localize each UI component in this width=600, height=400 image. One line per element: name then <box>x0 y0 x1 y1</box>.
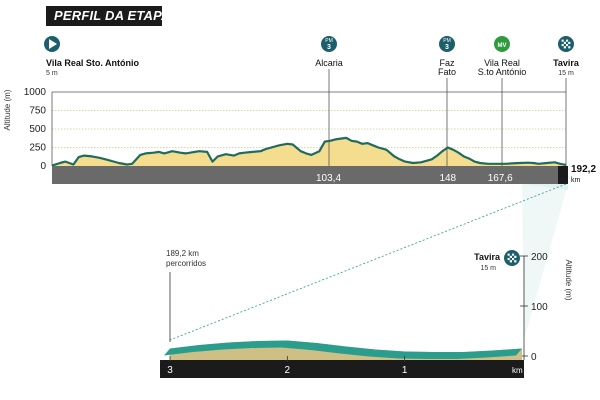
main-y-tick-label: 500 <box>29 124 46 135</box>
checker-cell <box>507 253 510 256</box>
checker-cell <box>509 255 512 258</box>
checker-cell <box>568 46 571 49</box>
checker-cell <box>514 255 517 258</box>
main-x-label: 103,4 <box>316 173 341 184</box>
zoom-marker-finish-sub: 15 m <box>480 265 496 272</box>
checker-cell <box>509 258 512 261</box>
main-y-tick-label: 750 <box>29 106 46 117</box>
checker-cell <box>561 39 564 42</box>
zoom-profile-surface <box>164 340 522 359</box>
checker-cell <box>514 253 517 256</box>
marker-faz-fato: PM 3 Faz Fato <box>438 36 456 166</box>
zoom-connector-line <box>169 183 567 341</box>
zoom-start-note-line1: 189,2 km <box>166 249 199 258</box>
checker-cell <box>568 39 571 42</box>
checker-cell <box>509 260 512 263</box>
main-end-unit: km <box>571 177 581 184</box>
marker-sprint-badge: MV <box>498 43 507 49</box>
checker-cell <box>563 44 566 47</box>
zoom-x-tick-label: 3 <box>167 365 173 376</box>
checker-cell <box>509 253 512 256</box>
main-profile-line <box>51 136 567 167</box>
marker-finish-name: Tavira <box>553 58 580 68</box>
checker-cell <box>507 260 510 263</box>
zoom-road-bar <box>160 360 524 378</box>
marker-finish-sub: 15 m <box>558 70 574 77</box>
main-y-tick-label: 250 <box>29 143 46 154</box>
finish-checker-icon <box>507 253 517 263</box>
checker-cell <box>563 39 566 42</box>
main-y-ticks: 0 250 500 750 1000 <box>24 87 47 172</box>
marker-alcaria-badge-num: 3 <box>327 44 331 51</box>
marker-faz-fato-badge-num: 3 <box>445 44 449 51</box>
marker-faz-fato-badge-top: PM <box>443 38 451 44</box>
checker-cell <box>512 253 515 256</box>
marker-finish: Tavira 15 m <box>553 36 580 166</box>
zoom-y-tick-label: 0 <box>531 352 537 363</box>
checker-cell <box>561 41 564 44</box>
main-x-label: 167,6 <box>488 173 513 184</box>
checker-cell <box>561 44 564 47</box>
zoom-y-tick-label: 200 <box>531 252 548 263</box>
checker-cell <box>566 41 569 44</box>
main-x-label: 148 <box>439 173 456 184</box>
checker-cell <box>514 258 517 261</box>
checker-cell <box>512 258 515 261</box>
start-arrow-icon <box>49 39 57 49</box>
finish-checker-icon <box>561 39 571 49</box>
zoom-marker-finish: Tavira 15 m <box>474 250 520 272</box>
marker-alcaria-name: Alcaria <box>315 58 343 68</box>
checker-cell <box>566 44 569 47</box>
mountain-pass-icon <box>321 36 337 52</box>
zoom-x-labels: 3 2 1 <box>167 356 408 376</box>
sprint-icon <box>494 36 510 52</box>
zoom-unit: km <box>512 366 523 375</box>
main-y-tick-label: 0 <box>40 161 46 172</box>
zoom-y-axis-label: Altitude (m) <box>564 260 573 301</box>
marker-alcaria: PM 3 Alcaria <box>315 36 343 166</box>
marker-start: Vila Real Sto. António 5 m <box>44 36 140 77</box>
zoom-x-tick-label: 2 <box>285 365 291 376</box>
marker-sprint: MV Vila Real S.to António <box>478 36 527 166</box>
main-road-bar-end <box>558 166 568 184</box>
zoom-marker-finish-name: Tavira <box>474 252 501 262</box>
main-road-bar <box>52 166 568 184</box>
marker-sprint-name: Vila Real S.to António <box>478 58 527 77</box>
checker-cell <box>561 46 564 49</box>
main-y-axis-label: Altitude (m) <box>3 89 12 130</box>
zoom-x-tick-label: 1 <box>402 365 408 376</box>
checker-cell <box>514 260 517 263</box>
mountain-pass-icon <box>439 36 455 52</box>
zoom-y-tick-label: 100 <box>531 302 548 313</box>
checker-cell <box>512 255 515 258</box>
checker-cell <box>568 41 571 44</box>
marker-faz-fato-name: Faz Fato <box>438 58 456 77</box>
page-title: PERFIL DA ETAPA <box>54 8 171 23</box>
title-banner <box>46 6 162 26</box>
checker-cell <box>566 46 569 49</box>
checker-cell <box>568 44 571 47</box>
checker-cell <box>507 258 510 261</box>
zoom-fan <box>522 184 568 340</box>
main-end-distance: 192,2 <box>571 164 596 175</box>
main-profile-area <box>52 137 566 166</box>
markers: Vila Real Sto. António 5 m PM 3 Alcaria … <box>44 36 580 166</box>
checker-cell <box>563 41 566 44</box>
marker-start-sub: 5 m <box>46 70 58 77</box>
main-x-labels: 103,4 148 167,6 <box>316 173 513 184</box>
checker-cell <box>566 39 569 42</box>
marker-start-name: Vila Real Sto. António <box>46 58 140 68</box>
checker-cell <box>512 260 515 263</box>
checker-cell <box>563 46 566 49</box>
zoom-y-ticks: 0 100 200 <box>531 252 548 363</box>
zoom-start-note-line2: percorridos <box>166 259 206 268</box>
main-y-tick-label: 1000 <box>24 87 47 98</box>
marker-alcaria-badge-top: PM <box>325 38 333 44</box>
checker-cell <box>507 255 510 258</box>
